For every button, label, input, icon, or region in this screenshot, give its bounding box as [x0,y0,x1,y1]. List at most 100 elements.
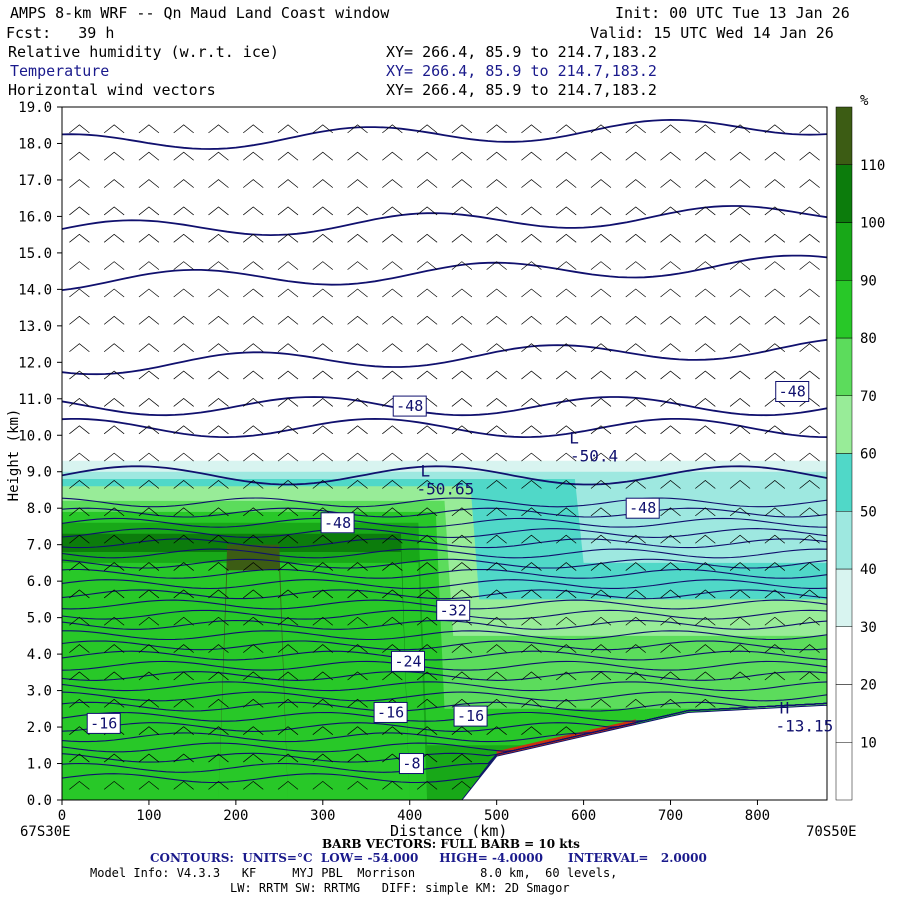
wind-barb [729,343,751,352]
wind-barb [625,425,646,435]
colorbar-tick-label: 50 [860,504,877,520]
wind-barb [764,397,786,407]
wind-barbs [69,124,820,790]
wind-barb [243,534,264,544]
x-tick-label: 300 [310,808,335,824]
wind-barb [416,534,438,544]
y-tick-label: 11.0 [18,392,52,408]
wind-barb [729,261,751,270]
wind-barb [486,671,507,681]
wind-barb [729,671,751,681]
wind-barb [103,343,125,352]
wind-barb [103,507,125,517]
wind-barb [764,671,786,681]
wind-barb [347,151,368,161]
wind-barb [173,452,194,462]
wind-barb [347,124,368,134]
contour-label-box [625,497,660,519]
wind-barb [208,726,229,735]
wind-barb [486,179,507,188]
wind-barb [69,562,90,571]
barb-legend: BARB VECTORS: FULL BARB = 10 kts [322,837,580,851]
wind-barb [243,480,264,489]
wind-barb [590,671,612,681]
wind-barb [208,753,229,763]
wind-barb [382,206,403,216]
wind-barb [138,179,160,188]
wind-barb [103,179,125,188]
wind-barb [625,480,646,489]
wind-barb [382,343,403,352]
wind-barb [416,315,438,325]
wind-barb [208,288,229,298]
wind-barb [799,124,820,134]
wind-barb [555,616,577,626]
wind-barb [521,233,542,243]
contour-label-box [436,599,471,621]
contour-label-box [453,705,488,727]
wind-barb [416,233,438,243]
wind-barb [382,233,403,243]
y-tick-label: 12.0 [18,355,52,371]
wind-barb [799,480,820,489]
wind-barb [764,151,786,161]
wind-barb [277,534,299,544]
wind-barb [729,644,751,653]
wind-barb [799,562,820,571]
wind-barb [799,534,820,544]
wind-barb [486,589,507,599]
extremum-value: -50.65 [416,479,474,498]
wind-barb [347,726,368,735]
wind-barb [660,233,681,243]
wind-barb [208,179,229,188]
wind-barb [382,562,403,571]
wind-barb [660,480,681,489]
wind-barb [103,480,125,489]
wind-barb [660,452,681,462]
wind-barb [69,151,90,161]
colorbar-segment [835,453,853,512]
wind-barb [138,671,160,681]
wind-barb [451,780,473,790]
temperature-contour-upper-6 [62,118,827,150]
wind-barb [521,179,542,188]
wind-barb [243,397,264,407]
wind-barb [555,315,577,325]
wind-barb [660,370,681,380]
y-tick-label: 0.0 [27,793,52,809]
wind-barb [486,425,507,435]
wind-barb [69,233,90,243]
wind-barb [103,397,125,407]
wind-barb [625,534,646,544]
wind-barb [277,753,299,763]
wind-barb [243,233,264,243]
wind-barb [173,780,194,790]
wind-barb [312,753,334,763]
wind-barb [103,288,125,298]
wind-barb [729,315,751,325]
wind-barb [625,397,646,407]
temperature-contour-24 [62,528,827,538]
wind-barb [660,616,681,626]
wind-barb [382,315,403,325]
wind-barb [138,562,160,571]
wind-barb [590,261,612,270]
wind-barb [764,206,786,216]
wind-barb [555,480,577,489]
wind-barb [243,589,264,599]
wind-barb [590,179,612,188]
temperature-contour-9 [62,681,827,692]
wind-barb [243,288,264,298]
wind-barb [69,425,90,435]
extremum-value: -13.15 [776,716,834,735]
colorbar-segment [835,742,853,801]
x-tick-label: 400 [397,808,422,824]
wind-barb [660,589,681,599]
contour-label: -48 [629,499,656,517]
wind-barb [138,753,160,763]
wind-barb [695,589,716,599]
wind-barb [138,425,160,435]
wind-barb [208,261,229,270]
wind-barb [382,452,403,462]
wind-barb [729,507,751,517]
